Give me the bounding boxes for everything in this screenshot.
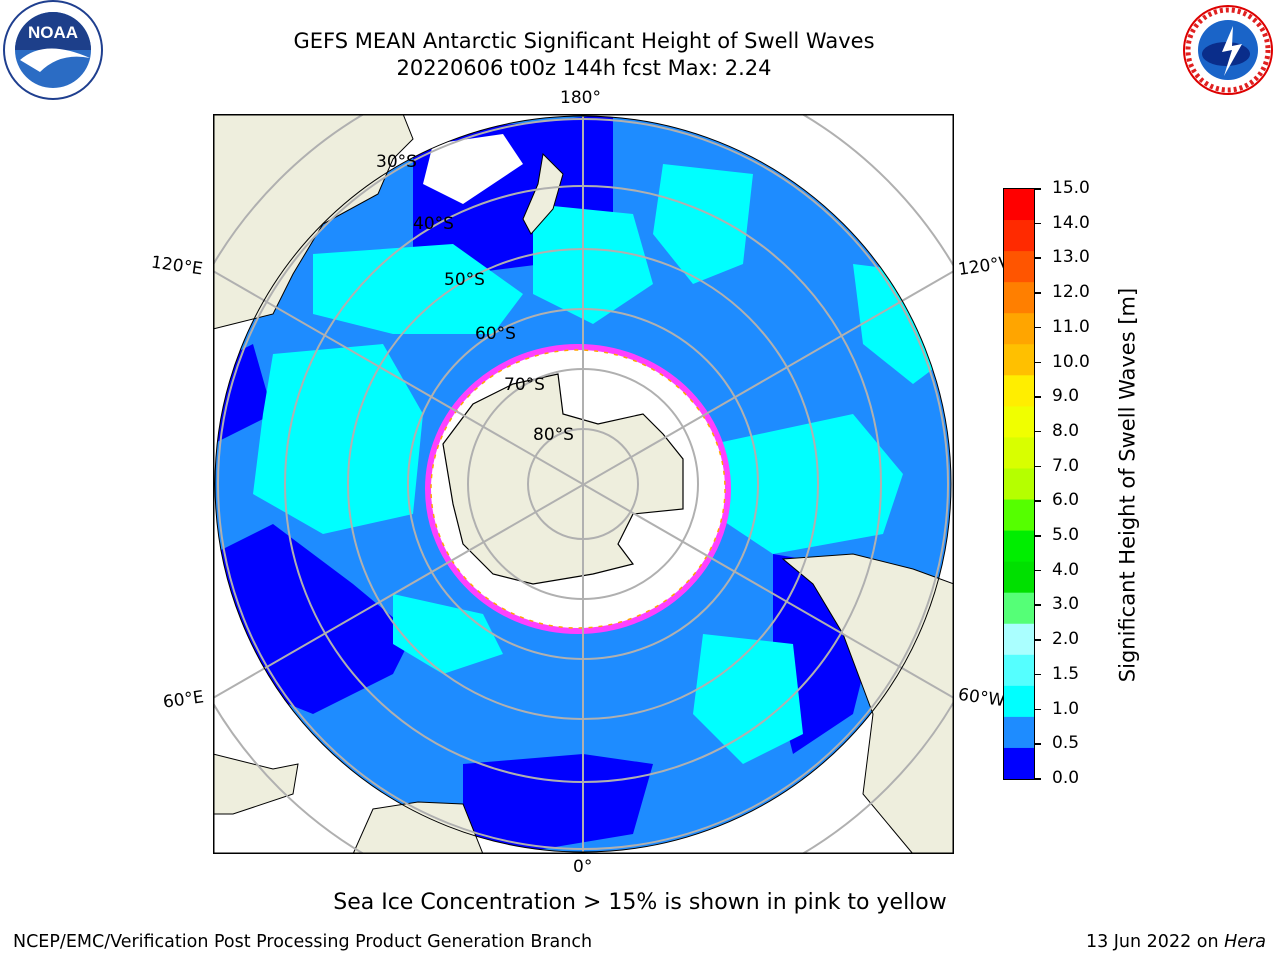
map-subtitle: 20220606 t00z 144h fcst Max: 2.24 (396, 56, 772, 80)
nws-logo-icon (1178, 2, 1280, 98)
colorbar-tick-mark (1035, 326, 1041, 329)
colorbar-label: Significant Height of Swell Waves [m] (1115, 287, 1140, 683)
colorbar-swatch (1004, 499, 1034, 532)
colorbar-tick-mark (1035, 222, 1041, 225)
colorbar-swatch (1004, 437, 1034, 469)
colorbar-tick-mark (1035, 361, 1041, 364)
colorbar-swatch (1004, 313, 1034, 345)
lat-label-70s: 70°S (504, 375, 545, 395)
colorbar-swatch (1004, 251, 1034, 283)
colorbar-tick-mark (1035, 569, 1041, 572)
colorbar-swatch (1004, 716, 1034, 749)
credit-text: NCEP/EMC/Verification Post Processing Pr… (13, 932, 593, 952)
map-title: GEFS MEAN Antarctic Significant Height o… (293, 29, 875, 53)
colorbar-tick-mark (1035, 673, 1041, 676)
colorbar-swatch (1004, 344, 1034, 376)
colorbar-swatch (1004, 685, 1034, 718)
lon-label-60w: 60°W (956, 684, 1007, 712)
colorbar-swatches (1004, 189, 1034, 780)
lat-label-40s: 40°S (413, 214, 454, 234)
colorbar-tick-mark (1035, 778, 1041, 780)
date-stamp: 13 Jun 2022 on Hera (1086, 932, 1266, 952)
lon-label-0: 0° (573, 857, 593, 877)
lat-label-30s: 30°S (376, 152, 417, 172)
colorbar-tick-label: 2.0 (1052, 629, 1080, 650)
lon-label-60e: 60°E (161, 687, 206, 713)
lat-label-50s: 50°S (444, 270, 485, 290)
noaa-logo-icon: NOAA (0, 0, 106, 106)
colorbar-tick-label: 0.0 (1052, 768, 1080, 788)
colorbar-swatch (1004, 530, 1034, 563)
colorbar-tick-label: 9.0 (1052, 386, 1080, 407)
lon-label-120e: 120°E (149, 252, 204, 280)
colorbar-tick-label: 0.5 (1052, 733, 1080, 754)
colorbar-tick-mark (1035, 708, 1041, 711)
colorbar-tick-mark (1035, 500, 1041, 502)
colorbar-tick-mark (1035, 639, 1041, 641)
colorbar-tick-label: 11.0 (1052, 316, 1090, 337)
colorbar-tick-mark (1035, 743, 1041, 745)
colorbar-swatch (1004, 654, 1034, 687)
colorbar-swatch (1004, 282, 1034, 314)
colorbar-swatch (1004, 375, 1034, 407)
colorbar-tick-label: 1.5 (1052, 663, 1080, 684)
lat-label-80s: 80°S (533, 425, 574, 445)
colorbar-swatch (1004, 406, 1034, 438)
colorbar-tick-label: 8.0 (1052, 420, 1080, 441)
colorbar-tick-label: 14.0 (1052, 212, 1090, 233)
colorbar-swatch (1004, 623, 1034, 656)
lon-label-180: 180° (560, 88, 601, 108)
colorbar-tick-label: 3.0 (1052, 594, 1080, 615)
colorbar-swatch (1004, 468, 1034, 501)
machine-name: Hera (1224, 932, 1266, 952)
colorbar-tick-label: 6.0 (1052, 490, 1080, 511)
colorbar-tick-label: 13.0 (1052, 247, 1090, 268)
polar-map (213, 114, 954, 854)
colorbar-tick-mark (1035, 465, 1041, 468)
colorbar-swatch (1004, 561, 1034, 594)
colorbar-tick-label: 1.0 (1052, 698, 1080, 719)
colorbar-tick-mark (1035, 257, 1041, 259)
colorbar-tick-mark (1035, 535, 1041, 537)
colorbar-tick-label: 10.0 (1052, 351, 1090, 372)
colorbar-tick-mark (1035, 292, 1041, 294)
date-text: 13 Jun 2022 on (1085, 932, 1225, 952)
colorbar-swatch (1004, 220, 1034, 252)
colorbar-tick-mark (1035, 188, 1041, 190)
colorbar-tick-label: 5.0 (1052, 525, 1080, 546)
lat-label-60s: 60°S (475, 324, 516, 344)
colorbar-tick-label: 7.0 (1052, 455, 1080, 476)
colorbar-tick-mark (1035, 396, 1041, 398)
colorbar-tick-label: 4.0 (1052, 559, 1080, 580)
graticule (213, 114, 954, 854)
noaa-logo-text: NOAA (28, 23, 78, 42)
colorbar-swatch (1004, 189, 1034, 221)
sea-ice-note: Sea Ice Concentration > 15% is shown in … (333, 890, 947, 915)
colorbar-tick-label: 15.0 (1052, 178, 1090, 198)
colorbar-tick-label: 12.0 (1052, 282, 1090, 303)
colorbar-swatch (1004, 747, 1034, 780)
colorbar-tick-mark (1035, 430, 1041, 433)
colorbar-swatch (1004, 592, 1034, 625)
colorbar-tick-mark (1035, 604, 1041, 606)
colorbar (1003, 188, 1035, 780)
